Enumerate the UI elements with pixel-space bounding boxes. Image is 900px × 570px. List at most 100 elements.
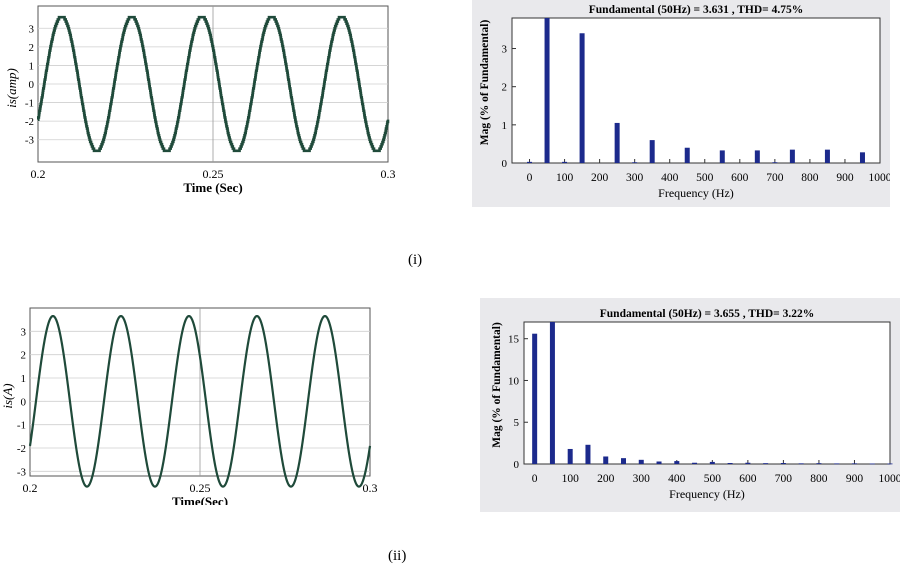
waveform-panel-ii: 3 2 1 0 -1 -2 -3 0.2 0.25 0.3 Time(Sec) is(A) — [0, 300, 400, 509]
y-tick-label: 0 — [502, 158, 508, 170]
bar-100hz — [567, 448, 573, 464]
x-tick-label: 1000 — [879, 473, 900, 485]
x-tick-label: 0.3 — [363, 481, 378, 495]
x-tick-label: 0 — [532, 473, 538, 485]
spectrum-chart-ii: Fundamental (50Hz) = 3.655 , THD= 3.22% 1… — [480, 298, 900, 512]
y-tick-label: 3 — [29, 23, 35, 35]
bar-900hz — [851, 463, 857, 465]
plot-area — [511, 17, 881, 164]
x-axis-label: Time (Sec) — [183, 180, 242, 195]
spectrum-panel-i: Fundamental (50Hz) = 3.631 , THD= 4.75% 3… — [472, 0, 892, 207]
bar-300hz — [632, 162, 638, 164]
y-tick-label: -3 — [25, 135, 35, 147]
x-tick-label: 100 — [562, 473, 580, 485]
y-axis-label: is(A) — [0, 383, 15, 408]
y-tick-label: 3 — [502, 44, 508, 56]
y-tick-label: -1 — [17, 420, 26, 432]
bar-750hz — [789, 149, 795, 163]
x-tick-label: 800 — [801, 172, 819, 184]
spectrum-chart-i: Fundamental (50Hz) = 3.631 , THD= 4.75% 3… — [472, 0, 892, 207]
x-tick-label: 300 — [626, 172, 644, 184]
bar-700hz — [772, 162, 778, 164]
bar-550hz — [719, 150, 725, 163]
bar-550hz — [727, 462, 733, 464]
bar-50hz — [544, 18, 550, 163]
y-tick-label: 10 — [508, 375, 520, 387]
x-axis-label: Frequency (Hz) — [669, 487, 745, 501]
x-tick-label: 600 — [731, 172, 749, 184]
bar-950hz — [859, 152, 865, 163]
bar-50hz — [549, 322, 555, 464]
bar-850hz — [834, 463, 840, 465]
bar-800hz — [816, 463, 822, 464]
waveform-chart-i: 3 2 1 0 -1 -2 -3 0.2 0.25 0.3 Time (Sec) is(amp) — [4, 5, 396, 195]
x-axis-label: Time(Sec) — [172, 494, 228, 505]
y-tick-label: 5 — [514, 417, 520, 429]
y-tick-label: 0 — [514, 459, 520, 471]
bar-650hz — [763, 463, 769, 464]
x-tick-label: 600 — [739, 473, 757, 485]
y-axis-label: Mag (% of Fundamental) — [479, 20, 491, 146]
x-tick-label: 200 — [597, 473, 615, 485]
bar-200hz — [603, 456, 609, 464]
bar-250hz — [614, 122, 620, 163]
x-tick-label: 400 — [668, 473, 686, 485]
bar-450hz — [684, 147, 690, 163]
spectrum-panel-ii: Fundamental (50Hz) = 3.655 , THD= 3.22% 1… — [480, 298, 900, 512]
y-tick-label: 3 — [21, 326, 27, 338]
y-axis-label: is(amp) — [4, 68, 19, 108]
waveform-line — [36, 15, 390, 153]
y-tick-label: 1 — [29, 60, 35, 72]
bar-350hz — [656, 461, 662, 464]
y-tick-label: -1 — [25, 98, 34, 110]
y-tick-label: -2 — [25, 116, 34, 128]
bar-600hz — [745, 462, 751, 464]
bar-700hz — [780, 462, 786, 464]
bar-300hz — [638, 459, 644, 464]
bar-450hz — [692, 462, 698, 464]
x-tick-label: 0 — [527, 172, 533, 184]
bar-350hz — [649, 140, 655, 163]
x-tick-label: 100 — [556, 172, 574, 184]
bar-250hz — [620, 458, 626, 464]
chart-title: Fundamental (50Hz) = 3.655 , THD= 3.22% — [600, 308, 814, 320]
bar-150hz — [585, 444, 591, 464]
bar-400hz — [674, 461, 680, 464]
plot-area — [523, 321, 891, 465]
x-tick-label: 500 — [704, 473, 722, 485]
x-tick-label: 700 — [766, 172, 784, 184]
waveform-chart-ii: 3 2 1 0 -1 -2 -3 0.2 0.25 0.3 Time(Sec) is(A) — [0, 307, 378, 509]
y-tick-label: 15 — [508, 334, 520, 346]
x-tick-label: 800 — [810, 473, 828, 485]
x-tick-label: 0.3 — [381, 167, 396, 181]
x-tick-label: 0.2 — [23, 481, 38, 495]
waveform-line — [28, 314, 372, 488]
bar-950hz — [869, 463, 875, 465]
x-tick-label: 900 — [836, 172, 854, 184]
x-axis-label: Frequency (Hz) — [658, 186, 734, 200]
caption-ii: (ii) — [388, 548, 407, 564]
x-tick-label: 500 — [696, 172, 714, 184]
bar-750hz — [798, 463, 804, 465]
chart-title: Fundamental (50Hz) = 3.631 , THD= 4.75% — [589, 4, 803, 16]
x-tick-label: 0.2 — [31, 167, 46, 181]
x-tick-label: 0.25 — [203, 167, 224, 181]
y-axis-label: Mag (% of Fundamental) — [491, 322, 503, 448]
y-tick-label: -2 — [17, 443, 26, 455]
y-tick-label: 0 — [29, 79, 35, 91]
x-tick-label: 700 — [775, 473, 793, 485]
bar-1000hz — [887, 463, 893, 465]
x-tick-label: 400 — [661, 172, 679, 184]
bar-850hz — [824, 149, 830, 163]
bar-150hz — [579, 33, 585, 164]
x-tick-label: 900 — [846, 473, 864, 485]
y-tick-label: -3 — [17, 466, 27, 478]
x-tick-label: 200 — [591, 172, 609, 184]
y-tick-label: 2 — [502, 82, 508, 94]
bar-0hz — [527, 161, 533, 163]
bar-650hz — [754, 150, 760, 163]
y-tick-label: 0 — [21, 396, 27, 408]
bar-0hz — [532, 333, 538, 464]
y-tick-label: 2 — [29, 42, 35, 54]
waveform-panel-i: 3 2 1 0 -1 -2 -3 0.2 0.25 0.3 Time (Sec) is(amp) — [0, 0, 400, 205]
